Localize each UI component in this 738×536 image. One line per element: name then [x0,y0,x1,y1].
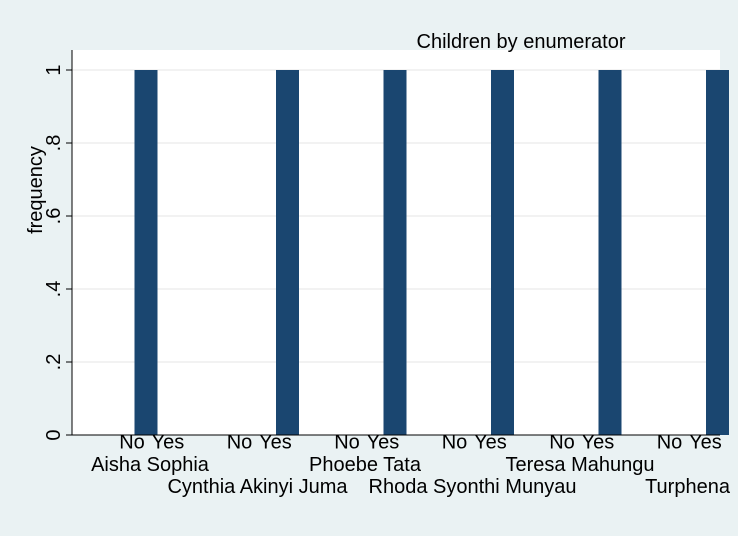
bars [134,70,729,435]
y-tick-label: .8 [43,135,65,152]
x-subcategory-label: Yes [152,431,185,453]
x-subcategory-label: Yes [367,431,400,453]
x-group-label: Phoebe Tata [309,454,422,476]
x-group-label: Turphena [645,476,731,498]
y-tick-label: .6 [43,208,65,225]
x-subcategory-label: No [549,431,575,453]
y-tick-label: .4 [43,281,65,298]
x-subcategory-label: Yes [689,431,722,453]
x-subcategory-label: No [227,431,253,453]
x-subcategory-label: No [657,431,683,453]
y-axis-ticks: 0 .2 .4 .6 .8 1 [43,64,72,441]
x-subcategory-label: No [442,431,468,453]
x-group-label: Rhoda Syonthi Munyau [369,476,577,498]
x-group-label: Aisha Sophia [91,454,210,476]
bar [134,70,158,435]
y-tick-label: .2 [43,354,65,371]
bar [706,70,729,435]
y-axis-title: frequency [25,146,47,234]
x-group-label: Teresa Mahungu [506,454,655,476]
chart-title: Children by enumerator [417,31,626,53]
x-subcategory-label: Yes [582,431,615,453]
x-subcategory-label: Yes [259,431,292,453]
x-subcategory-label: Yes [474,431,507,453]
x-subcategory-label: No [334,431,360,453]
bar [491,70,514,435]
x-subcategory-label: No [119,431,145,453]
bar [383,70,407,435]
y-tick-label: 0 [43,429,65,440]
y-tick-label: 1 [43,64,65,75]
x-group-label: Cynthia Akinyi Juma [167,476,348,498]
bar [598,70,622,435]
bar [276,70,299,435]
